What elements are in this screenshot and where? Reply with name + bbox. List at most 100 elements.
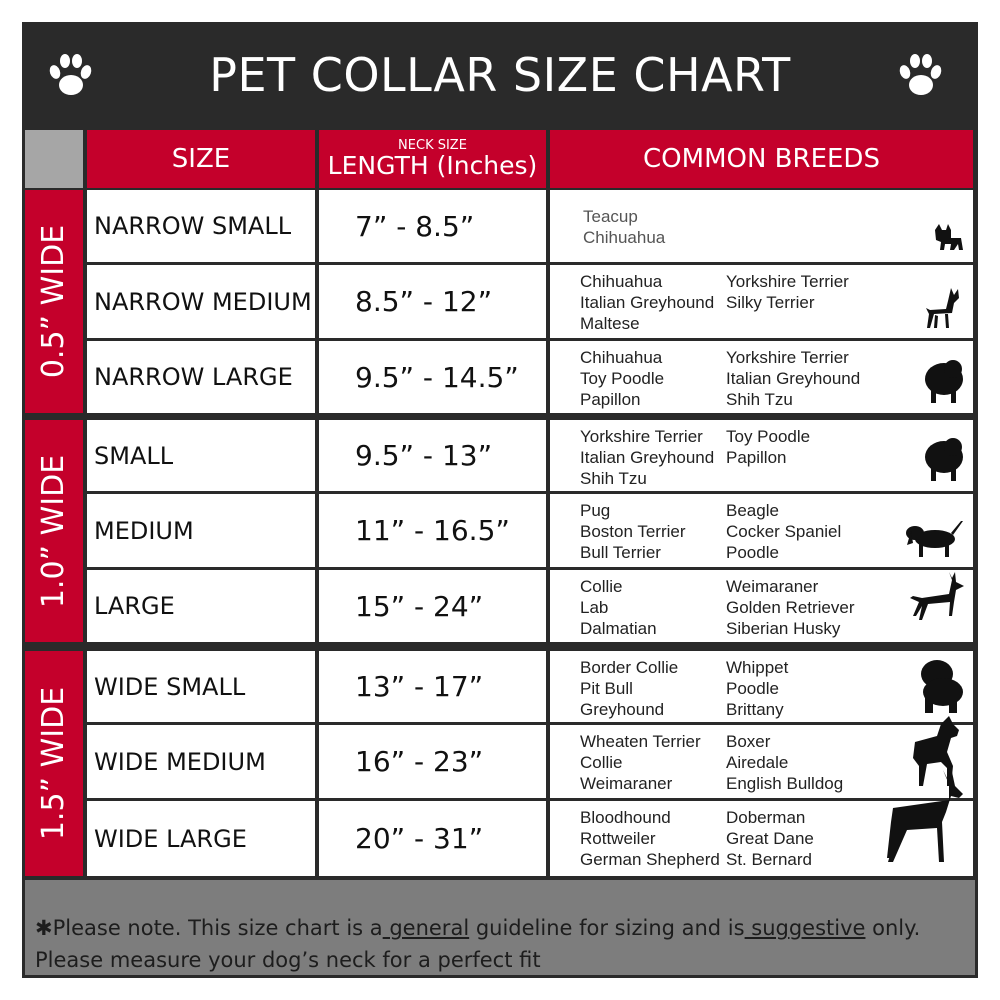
breeds-left: Teacup Chihuahua	[583, 206, 665, 248]
breed-name: Shih Tzu	[580, 469, 647, 488]
breeds-left: Wheaten Terrier Collie Weimaraner	[580, 731, 701, 794]
breeds-right: Weimaraner Golden Retriever Siberian Husky	[726, 576, 855, 639]
breeds-right: Doberman Great Dane St. Bernard	[726, 807, 814, 870]
breed-name: Lab	[580, 598, 609, 617]
breed-name: Teacup	[583, 207, 638, 226]
size-cell: WIDE SMALL	[87, 651, 315, 722]
pomeranian-silhouette-icon	[923, 437, 965, 487]
size-name: NARROW MEDIUM	[94, 287, 312, 316]
length-cell: 11” - 16.5”	[319, 494, 546, 567]
breed-name: Italian Greyhound	[580, 293, 715, 312]
header-size: SIZE	[87, 130, 315, 188]
header-neck-size-label: NECK SIZE	[398, 137, 467, 153]
width-group-label: 0.5” WIDE	[25, 190, 83, 413]
size-name: LARGE	[94, 592, 175, 620]
size-name: MEDIUM	[94, 516, 194, 545]
breeds-right: Whippet Poodle Brittany	[726, 657, 788, 720]
size-name: WIDE SMALL	[94, 672, 246, 701]
breeds-cell: Collie Lab Dalmatian Weimaraner Golden Retri…	[550, 570, 973, 642]
size-name: NARROW LARGE	[94, 363, 293, 391]
breed-name: Maltese	[580, 314, 640, 333]
breed-name: Boxer	[726, 732, 771, 751]
breeds-cell: Yorkshire Terrier Italian Greyhound Shih T…	[550, 420, 973, 491]
breed-name: Papillon	[580, 390, 641, 409]
breed-name: Collie	[580, 577, 623, 596]
length-cell: 8.5” - 12”	[319, 265, 546, 338]
breeds-left: Pug Boston Terrier Bull Terrier	[580, 500, 686, 563]
breed-name: Weimaraner	[580, 774, 673, 793]
breed-name: Italian Greyhound	[726, 369, 861, 388]
breed-name: Beagle	[726, 501, 779, 520]
breed-name: Border Collie	[580, 658, 679, 677]
size-cell: NARROW MEDIUM	[87, 265, 315, 338]
breeds-cell: Bloodhound Rottweiler German Shepherd Dober…	[550, 770, 973, 876]
breed-name: St. Bernard	[726, 850, 812, 869]
neck-length: 8.5” - 12”	[355, 285, 493, 318]
footer-text: only.	[865, 916, 921, 940]
breeds-left: Yorkshire Terrier Italian Greyhound Shih T…	[580, 426, 714, 489]
breed-name: Shih Tzu	[726, 390, 793, 409]
breeds-right: Beagle Cocker Spaniel Poodle	[726, 500, 841, 563]
page-title: PET COLLAR SIZE CHART	[209, 48, 791, 102]
breeds-cell: Pug Boston Terrier Bull Terrier Beagle Cocke…	[550, 494, 973, 567]
size-cell: NARROW LARGE	[87, 341, 315, 413]
length-cell: 16” - 23”	[319, 725, 546, 798]
header-size-label: SIZE	[171, 144, 231, 174]
breed-name: Bull Terrier	[580, 543, 661, 562]
breed-name: Pit Bull	[580, 679, 633, 698]
breed-name: Whippet	[726, 658, 789, 677]
size-name: NARROW SMALL	[94, 212, 292, 240]
breeds-left: Collie Lab Dalmatian	[580, 576, 657, 639]
neck-length: 16” - 23”	[355, 745, 484, 778]
breed-name: Greyhound	[580, 700, 665, 719]
footer-text: ✱Please note. This size chart is a	[35, 916, 383, 940]
breed-name: Cocker Spaniel	[726, 522, 842, 541]
size-cell: WIDE MEDIUM	[87, 725, 315, 798]
header-length: NECK SIZE LENGTH (Inches)	[319, 130, 546, 188]
width-group-text: 1.5” WIDE	[36, 686, 72, 841]
breed-name: Toy Poodle	[726, 427, 811, 446]
breed-name: Silky Terrier	[726, 293, 815, 312]
size-name: WIDE MEDIUM	[94, 747, 266, 776]
breeds-cell: Teacup Chihuahua	[550, 190, 973, 262]
header-corner	[25, 130, 83, 188]
breed-name: Chihuahua	[580, 348, 663, 367]
breeds-cell: Chihuahua Italian Greyhound Maltese Yorkshi…	[550, 265, 973, 338]
breeds-left: Border Collie Pit Bull Greyhound	[580, 657, 678, 720]
breeds-left: Chihuahua Toy Poodle Papillon	[580, 347, 664, 410]
bulldog-silhouette-icon	[915, 658, 965, 718]
paw-icon	[49, 54, 92, 95]
shepherd-silhouette-icon	[899, 570, 965, 638]
paw-icon	[899, 54, 942, 95]
footer-general: general	[382, 916, 470, 940]
neck-length: 9.5” - 14.5”	[355, 360, 519, 394]
size-name: WIDE LARGE	[94, 824, 247, 853]
breed-name: Yorkshire Terrier	[726, 272, 849, 291]
breed-name: Great Dane	[726, 829, 814, 848]
footer-suggestive: suggestive	[744, 916, 866, 940]
header-breeds-label: COMMON BREEDS	[643, 144, 880, 174]
breed-name: Bloodhound	[580, 808, 671, 827]
breeds-right: Yorkshire Terrier Silky Terrier	[726, 271, 849, 313]
size-chart: PET COLLAR SIZE CHART SIZE NECK SIZE LENG…	[22, 22, 978, 978]
pomeranian-silhouette-icon	[923, 359, 965, 409]
breed-name: Papillon	[726, 448, 787, 467]
header-breeds: COMMON BREEDS	[550, 130, 973, 188]
size-cell: SMALL	[87, 420, 315, 491]
length-cell: 20” - 31”	[319, 801, 546, 876]
length-cell: 13” - 17”	[319, 651, 546, 722]
breed-name: English Bulldog	[726, 774, 844, 793]
breeds-cell: Chihuahua Toy Poodle Papillon Yorkshire Ter…	[550, 341, 973, 413]
length-cell: 9.5” - 14.5”	[319, 341, 546, 413]
breed-name: Doberman	[726, 808, 806, 827]
length-cell: 15” - 24”	[319, 570, 546, 642]
width-group-label: 1.5” WIDE	[25, 651, 83, 876]
breed-name: Yorkshire Terrier	[726, 348, 849, 367]
breeds-right: Toy Poodle Papillon	[726, 426, 810, 468]
footer-note: ✱Please note. This size chart is a gener…	[25, 880, 975, 975]
breeds-left: Chihuahua Italian Greyhound Maltese	[580, 271, 714, 334]
breed-name: Boston Terrier	[580, 522, 686, 541]
dachshund-silhouette-icon	[905, 515, 965, 563]
neck-length: 9.5” - 13”	[355, 439, 493, 472]
width-group-label: 1.0” WIDE	[25, 420, 83, 642]
